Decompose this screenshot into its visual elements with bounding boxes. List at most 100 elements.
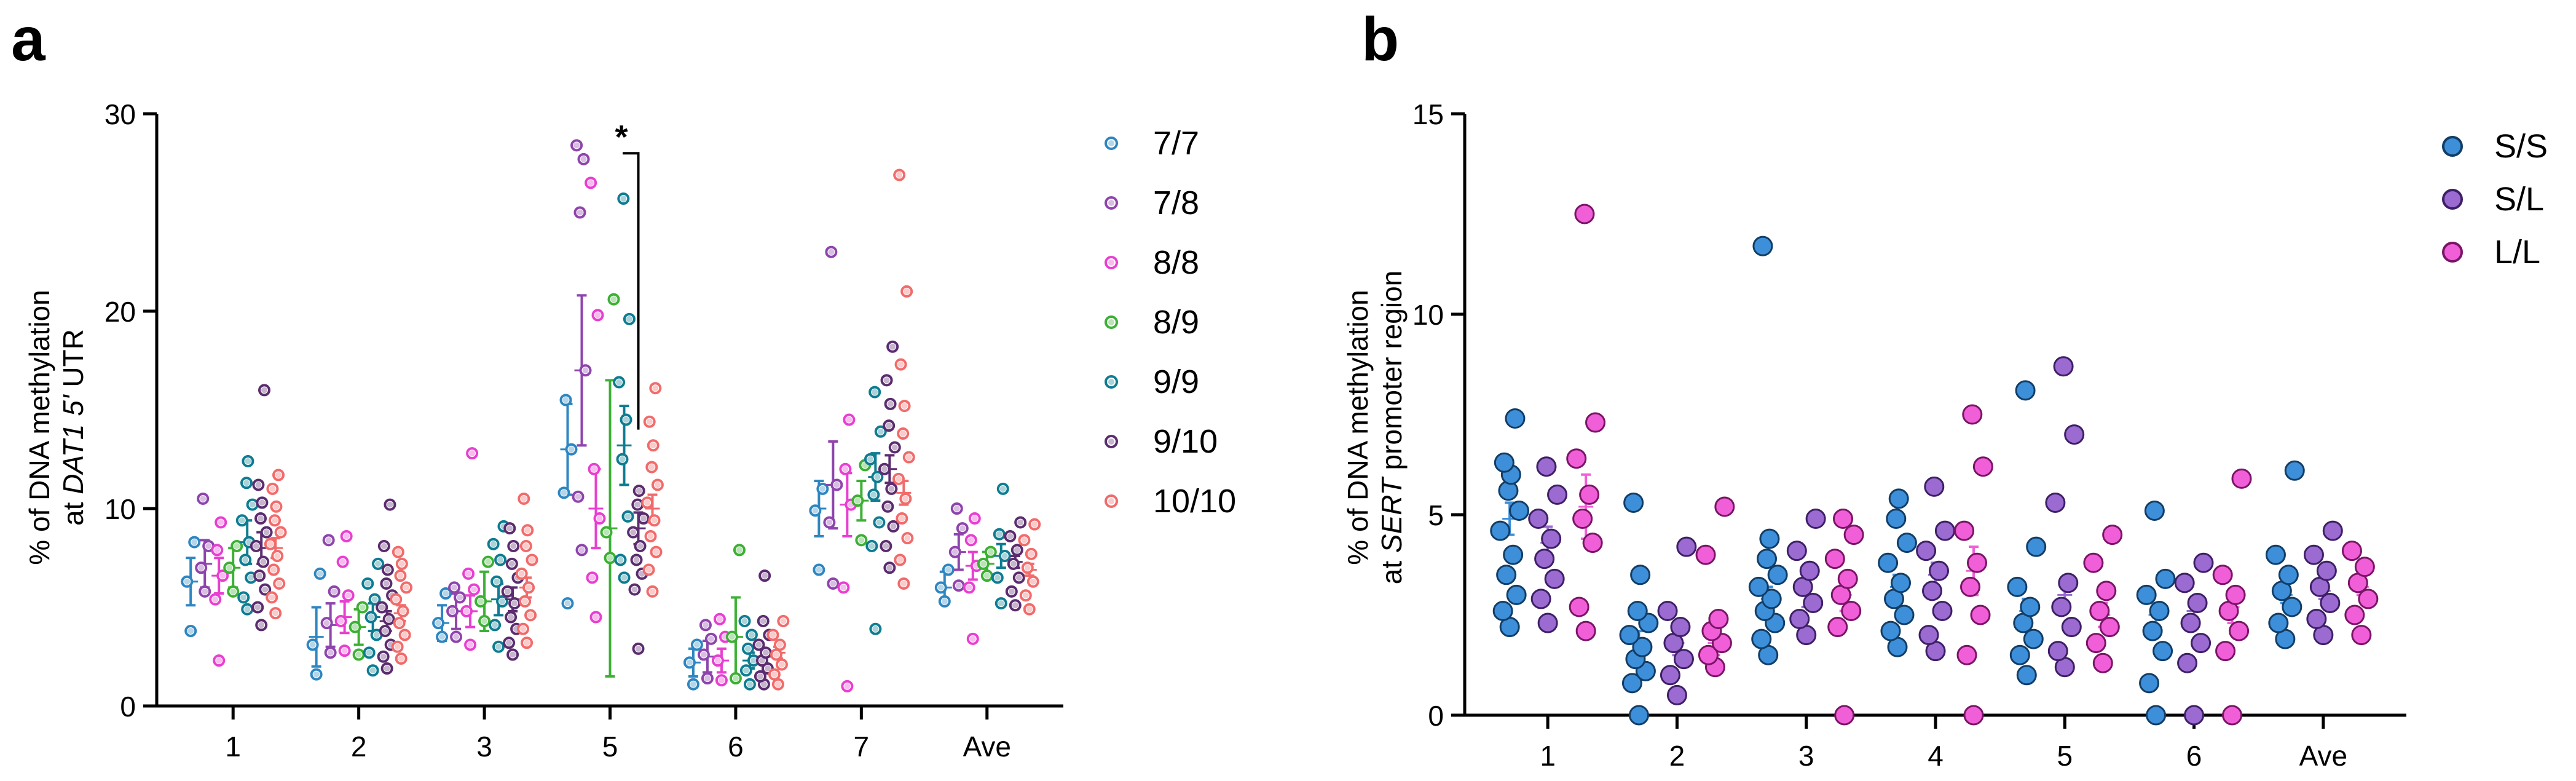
data-point-fill [382, 628, 388, 635]
data-point [901, 532, 914, 545]
data-point-fill [760, 681, 767, 688]
data-point [646, 585, 659, 598]
data-point [1582, 533, 1603, 553]
data-point-fill [355, 651, 362, 658]
data-point-fill [693, 641, 700, 648]
legend-marker [2442, 242, 2463, 263]
data-point [521, 636, 534, 649]
data-point [1708, 609, 1729, 630]
data-point [1972, 456, 1993, 477]
data-point [494, 553, 507, 566]
data-point [1492, 600, 1513, 621]
data-point-fill [364, 580, 371, 587]
legend-marker-fill [1108, 379, 1114, 385]
data-point [813, 563, 825, 576]
data-point-fill [373, 632, 380, 638]
data-point [1963, 705, 1984, 726]
data-point-fill [375, 560, 382, 567]
data-point [448, 581, 461, 594]
data-point-fill [522, 542, 529, 549]
data-point [2146, 705, 2167, 726]
data-point [699, 619, 712, 632]
data-point-fill [994, 574, 1001, 581]
data-point [1956, 644, 1977, 665]
data-point [237, 591, 250, 604]
data-point-fill [945, 566, 951, 573]
data-point [505, 611, 518, 624]
data-point [588, 462, 601, 475]
data-point [462, 567, 475, 580]
data-point-fill [941, 598, 948, 605]
data-point [2058, 573, 2079, 593]
data-point [432, 617, 445, 630]
data-point-fill [626, 315, 632, 322]
data-point [871, 470, 884, 483]
data-point [1574, 204, 1595, 224]
legend-marker-fill [1108, 200, 1114, 206]
data-point [938, 595, 951, 608]
data-point-fill [261, 387, 268, 394]
data-point [701, 672, 714, 685]
panel-a-ylabel-line2: at DAT1 5' UTR [57, 329, 89, 526]
data-point [2351, 625, 2372, 646]
data-point [213, 654, 226, 667]
data-point-fill [842, 466, 849, 472]
legend-marker-fill [1108, 319, 1114, 325]
data-point [1789, 609, 1810, 630]
data-point-fill [872, 389, 878, 395]
data-point [313, 567, 326, 580]
data-point-fill [621, 574, 628, 581]
data-point-fill [371, 596, 378, 603]
data-point [757, 614, 770, 627]
data-point [390, 593, 403, 606]
data-point [743, 678, 756, 691]
data-point [902, 451, 915, 464]
panel-b-ylabel-line1: % of DNA methylation [1342, 290, 1374, 565]
data-point-fill [453, 633, 460, 640]
data-point [2149, 600, 2170, 621]
data-point [900, 285, 913, 298]
data-point [600, 526, 613, 539]
data-point-fill [202, 588, 208, 595]
data-point [886, 340, 899, 353]
data-point-fill [846, 416, 853, 423]
data-point [1934, 520, 1955, 541]
data-point-fill [844, 683, 851, 689]
data-point [2023, 628, 2044, 649]
data-point [623, 312, 636, 325]
data-point [524, 609, 537, 622]
data-point [2282, 597, 2302, 617]
data-point [956, 522, 969, 535]
legend-label: 9/9 [1153, 363, 1199, 400]
data-point-fill [998, 600, 1004, 607]
data-point [197, 492, 210, 505]
data-point-fill [646, 418, 653, 425]
data-point-fill [497, 557, 504, 563]
data-point [223, 561, 236, 574]
data-point [768, 668, 781, 681]
data-point-fill [492, 622, 498, 628]
data-point [1767, 565, 1788, 585]
data-point [2053, 356, 2074, 377]
data-point [851, 494, 864, 507]
data-point-fill [690, 681, 696, 688]
data-point [519, 595, 532, 608]
data-point [1752, 236, 1773, 256]
data-point-fill [245, 458, 251, 464]
data-point [526, 553, 538, 566]
data-point [475, 595, 487, 608]
data-point [240, 477, 253, 490]
data-point-fill [955, 582, 962, 589]
data-point [1894, 605, 1915, 625]
data-point [627, 526, 640, 539]
data-point [521, 524, 534, 537]
data-point [2341, 541, 2362, 561]
data-point-fill [443, 590, 449, 597]
data-point [637, 512, 650, 525]
data-point [368, 593, 381, 606]
data-point [1960, 576, 1980, 597]
data-point [396, 605, 409, 617]
data-point [1954, 520, 1975, 541]
data-point [630, 553, 643, 566]
data-point [2231, 468, 2252, 489]
